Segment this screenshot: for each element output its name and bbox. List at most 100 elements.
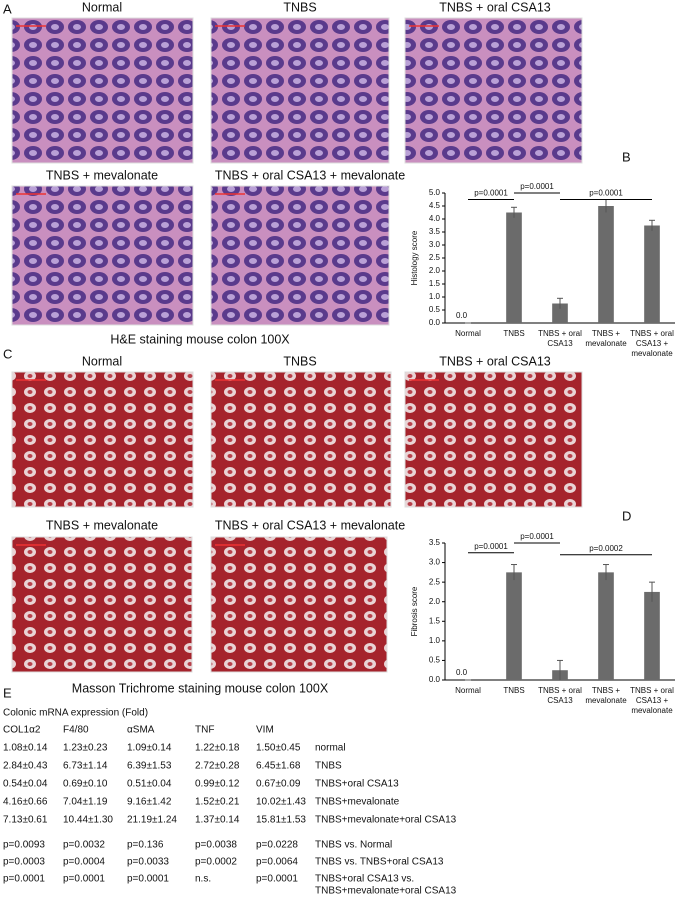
table-cell: 10.44±1.30 [63, 815, 113, 826]
table-cell: 0.54±0.04 [3, 779, 48, 790]
micrograph [11, 17, 194, 164]
micrograph [210, 17, 390, 164]
table-cell: p=0.0038 [195, 840, 237, 851]
bar [506, 572, 522, 680]
caption: Masson Trichrome staining mouse colon 10… [72, 681, 329, 695]
x-tick-label: CSA13 [547, 696, 573, 705]
y-tick-label: 2.5 [429, 577, 441, 586]
table-cell: p=0.0032 [63, 840, 105, 851]
x-tick-label: CSA13 + [636, 339, 669, 348]
table-cell: TNBS+mevalonate+oral CSA13 [315, 815, 457, 826]
table-cell: 1.22±0.18 [195, 743, 240, 754]
image-title: TNBS + oral CSA13 + mevalonate [215, 168, 405, 182]
table-cell: 1.08±0.14 [3, 743, 48, 754]
x-tick-label: TNBS [503, 329, 524, 338]
value-label: 0.0 [456, 668, 468, 677]
table-cell: 7.04±1.19 [63, 797, 108, 808]
x-tick-label: CSA13 [547, 339, 573, 348]
table-cell: p=0.0033 [127, 857, 169, 868]
table-header: F4/80 [63, 725, 89, 736]
table-cell: TNBS+oral CSA13 [315, 779, 399, 790]
table-cell: TNBS vs. TNBS+oral CSA13 [315, 857, 444, 868]
table-cell: p=0.0003 [3, 857, 45, 868]
y-axis-label: Fibrosis score [410, 586, 419, 636]
micrograph [11, 371, 194, 508]
y-tick-label: 1.0 [429, 636, 441, 645]
x-tick-label: TNBS + oral [538, 329, 582, 338]
table-cell: p=0.0001 [63, 874, 105, 885]
x-tick-label: TNBS + [592, 329, 621, 338]
x-tick-label: mevalonate [631, 706, 673, 715]
table-cell: p=0.0004 [63, 857, 105, 868]
table-cell: 6.45±1.68 [256, 761, 301, 772]
micrograph [11, 185, 194, 326]
y-tick-label: 2.0 [429, 597, 441, 606]
table-cell: p=0.0093 [3, 840, 45, 851]
bar [598, 572, 614, 680]
micrograph [210, 536, 388, 673]
image-title: TNBS + oral CSA13 [439, 354, 551, 368]
table-cell: p=0.136 [127, 840, 164, 851]
micrograph [11, 536, 193, 673]
y-tick-label: 4.0 [429, 214, 441, 223]
caption: H&E staining mouse colon 100X [110, 332, 290, 346]
table-cell: 7.13±0.61 [3, 815, 48, 826]
table-cell: 1.50±0.45 [256, 743, 301, 754]
p-value: p=0.0002 [589, 544, 623, 553]
table-cell: 1.37±0.14 [195, 815, 240, 826]
y-tick-label: 1.0 [429, 292, 441, 301]
y-tick-label: 0.0 [429, 675, 441, 684]
y-tick-label: 2.5 [429, 253, 441, 262]
panel-label: C [3, 346, 12, 361]
y-tick-label: 3.0 [429, 558, 441, 567]
x-tick-label: TNBS [503, 686, 524, 695]
table-cell: 6.73±1.14 [63, 761, 108, 772]
table-cell: TNBS vs. Normal [315, 840, 392, 851]
table-cell: p=0.0064 [256, 857, 298, 868]
y-tick-label: 0.5 [429, 305, 441, 314]
y-tick-label: 4.5 [429, 201, 441, 210]
table-cell: 0.67±0.09 [256, 779, 301, 790]
image-title: TNBS + mevalonate [46, 168, 158, 182]
table-cell: 1.23±0.23 [63, 743, 108, 754]
table-cell: n.s. [195, 874, 211, 885]
y-axis-label: Histology score [410, 230, 419, 285]
table-cell: 1.09±0.14 [127, 743, 172, 754]
table-cell: p=0.0228 [256, 840, 298, 851]
image-title: TNBS + mevalonate [46, 518, 158, 532]
table-header: TNF [195, 725, 214, 736]
x-tick-label: TNBS + oral [630, 329, 674, 338]
table-header: αSMA [127, 725, 155, 736]
p-value: p=0.0001 [474, 189, 508, 198]
table-header: VIM [256, 725, 274, 736]
panel-label: B [622, 149, 631, 164]
y-tick-label: 2.0 [429, 266, 441, 275]
micrograph [404, 371, 583, 508]
bar [506, 212, 522, 323]
table-cell: 0.51±0.04 [127, 779, 172, 790]
y-tick-label: 3.5 [429, 227, 441, 236]
micrograph [210, 371, 392, 508]
bar [644, 225, 660, 323]
p-value: p=0.0001 [520, 182, 554, 191]
micrograph [404, 17, 583, 164]
table-cell: 1.52±0.21 [195, 797, 240, 808]
bar [598, 206, 614, 323]
p-value: p=0.0001 [589, 189, 623, 198]
x-tick-label: TNBS + oral [538, 686, 582, 695]
table-header: COL1α2 [3, 725, 41, 736]
y-tick-label: 0.0 [429, 318, 441, 327]
panel-label: D [622, 508, 631, 523]
table-cell: 15.81±1.53 [256, 815, 306, 826]
micrograph [210, 185, 390, 326]
x-tick-label: Normal [455, 329, 481, 338]
table-cell: p=0.0001 [256, 874, 298, 885]
panel-label: A [3, 1, 12, 16]
p-value: p=0.0001 [474, 542, 508, 551]
table-cell: p=0.0001 [3, 874, 45, 885]
bar [552, 303, 568, 323]
y-tick-label: 0.5 [429, 656, 441, 665]
table-cell: p=0.0001 [127, 874, 169, 885]
table-cell: TNBS+mevalonate [315, 797, 400, 808]
